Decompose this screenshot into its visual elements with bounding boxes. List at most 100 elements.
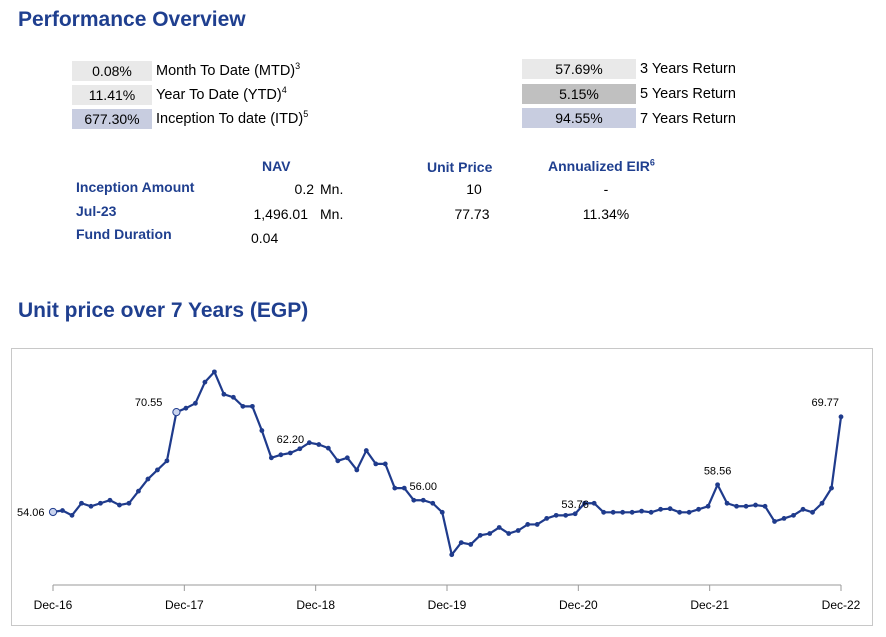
data-point <box>249 403 255 409</box>
data-point <box>753 502 758 508</box>
data-point <box>107 497 113 503</box>
data-point <box>117 502 122 508</box>
data-point <box>60 508 65 513</box>
x-tick-label: Dec-16 <box>34 598 73 612</box>
data-point <box>572 511 578 517</box>
data-point <box>620 509 626 515</box>
data-point <box>88 503 94 509</box>
data-point <box>591 500 597 506</box>
data-point <box>800 506 806 512</box>
itd-value: 677.30% <box>72 109 152 129</box>
data-point <box>401 485 407 491</box>
data-point <box>183 405 189 411</box>
data-point <box>449 552 455 558</box>
data-point <box>420 497 426 503</box>
unit-price-chart: Dec-16 Dec-17 Dec-18 Dec-19 Dec-20 Dec-21 Dec-… <box>17 369 861 612</box>
unit-price-header: Unit Price <box>427 159 493 175</box>
data-point <box>259 428 265 433</box>
data-point <box>172 408 181 417</box>
data-point <box>819 500 825 506</box>
x-tick-label: Dec-20 <box>559 598 598 612</box>
data-point <box>344 455 350 461</box>
data-point <box>193 400 198 406</box>
row-jul23-unit: Mn. <box>320 206 344 222</box>
row-duration-label: Fund Duration <box>76 226 172 242</box>
data-point <box>155 467 160 473</box>
data-point <box>297 446 303 452</box>
return-5y-label: 5 Years Return <box>640 86 736 102</box>
row-inception-unit: Mn. <box>320 181 344 197</box>
data-point <box>268 455 274 461</box>
data-label: 62.20 <box>277 434 305 446</box>
data-point <box>810 509 815 515</box>
page-title: Performance Overview <box>18 8 246 31</box>
data-point <box>278 452 284 458</box>
chart-frame: Dec-16 Dec-17 Dec-18 Dec-19 Dec-20 Dec-21 Dec-… <box>11 348 873 626</box>
data-point <box>458 540 464 546</box>
data-point <box>79 500 84 506</box>
data-point <box>325 445 331 451</box>
data-point <box>48 507 58 517</box>
data-point <box>496 525 502 530</box>
x-tick-label: Dec-17 <box>165 598 204 612</box>
data-label: 53.76 <box>561 499 589 511</box>
return-5y-value: 5.15% <box>522 84 636 104</box>
data-label: 69.77 <box>811 397 839 409</box>
data-point <box>468 542 474 547</box>
x-tick-label: Dec-22 <box>822 598 861 612</box>
data-point <box>287 450 293 456</box>
data-point <box>553 512 559 518</box>
data-point <box>781 515 787 521</box>
data-point <box>164 458 170 464</box>
data-point <box>629 509 635 515</box>
data-point <box>639 508 645 514</box>
data-point <box>69 512 75 518</box>
eir-header: Annualized EIR6 <box>548 157 655 174</box>
return-7y-label: 7 Years Return <box>640 111 736 127</box>
data-point <box>791 512 796 518</box>
data-point <box>382 461 388 467</box>
mtd-value: 0.08% <box>72 61 152 81</box>
data-label: 58.56 <box>704 466 732 478</box>
data-point <box>335 458 341 464</box>
data-point <box>145 476 151 482</box>
data-label: 70.55 <box>135 397 163 409</box>
data-label: 54.06 <box>17 507 45 519</box>
ytd-label: Year To Date (YTD)4 <box>156 85 287 103</box>
return-7y-value: 94.55% <box>522 108 636 128</box>
nav-header: NAV <box>262 158 291 174</box>
x-tick-label: Dec-19 <box>428 598 467 612</box>
row-jul23-label: Jul-23 <box>76 203 117 219</box>
data-point <box>211 369 217 375</box>
data-point <box>696 506 701 512</box>
ytd-value: 11.41% <box>72 85 152 105</box>
data-point <box>373 461 379 467</box>
data-point <box>136 488 141 494</box>
data-point <box>544 515 550 521</box>
data-point <box>430 500 436 506</box>
data-point <box>411 497 417 503</box>
data-point <box>525 522 531 527</box>
data-point <box>98 500 103 506</box>
data-point <box>534 522 540 527</box>
x-tick-label: Dec-21 <box>690 598 729 612</box>
data-point <box>667 506 673 512</box>
row-jul23-nav: 1,496.01 <box>253 206 309 222</box>
data-point <box>221 391 227 397</box>
data-point <box>354 467 360 473</box>
data-point <box>610 509 616 515</box>
data-point <box>648 509 654 515</box>
data-point <box>772 519 777 524</box>
data-point <box>230 394 236 400</box>
return-3y-label: 3 Years Return <box>640 61 736 77</box>
data-point <box>677 509 683 515</box>
data-point <box>563 512 569 518</box>
return-3y-value: 57.69% <box>522 59 636 79</box>
price-line <box>52 370 843 556</box>
data-point <box>762 503 768 509</box>
data-point <box>582 500 588 506</box>
row-jul23-eir: 11.34% <box>582 206 630 222</box>
data-point <box>477 532 483 538</box>
data-point <box>363 448 369 453</box>
data-point <box>724 500 730 506</box>
